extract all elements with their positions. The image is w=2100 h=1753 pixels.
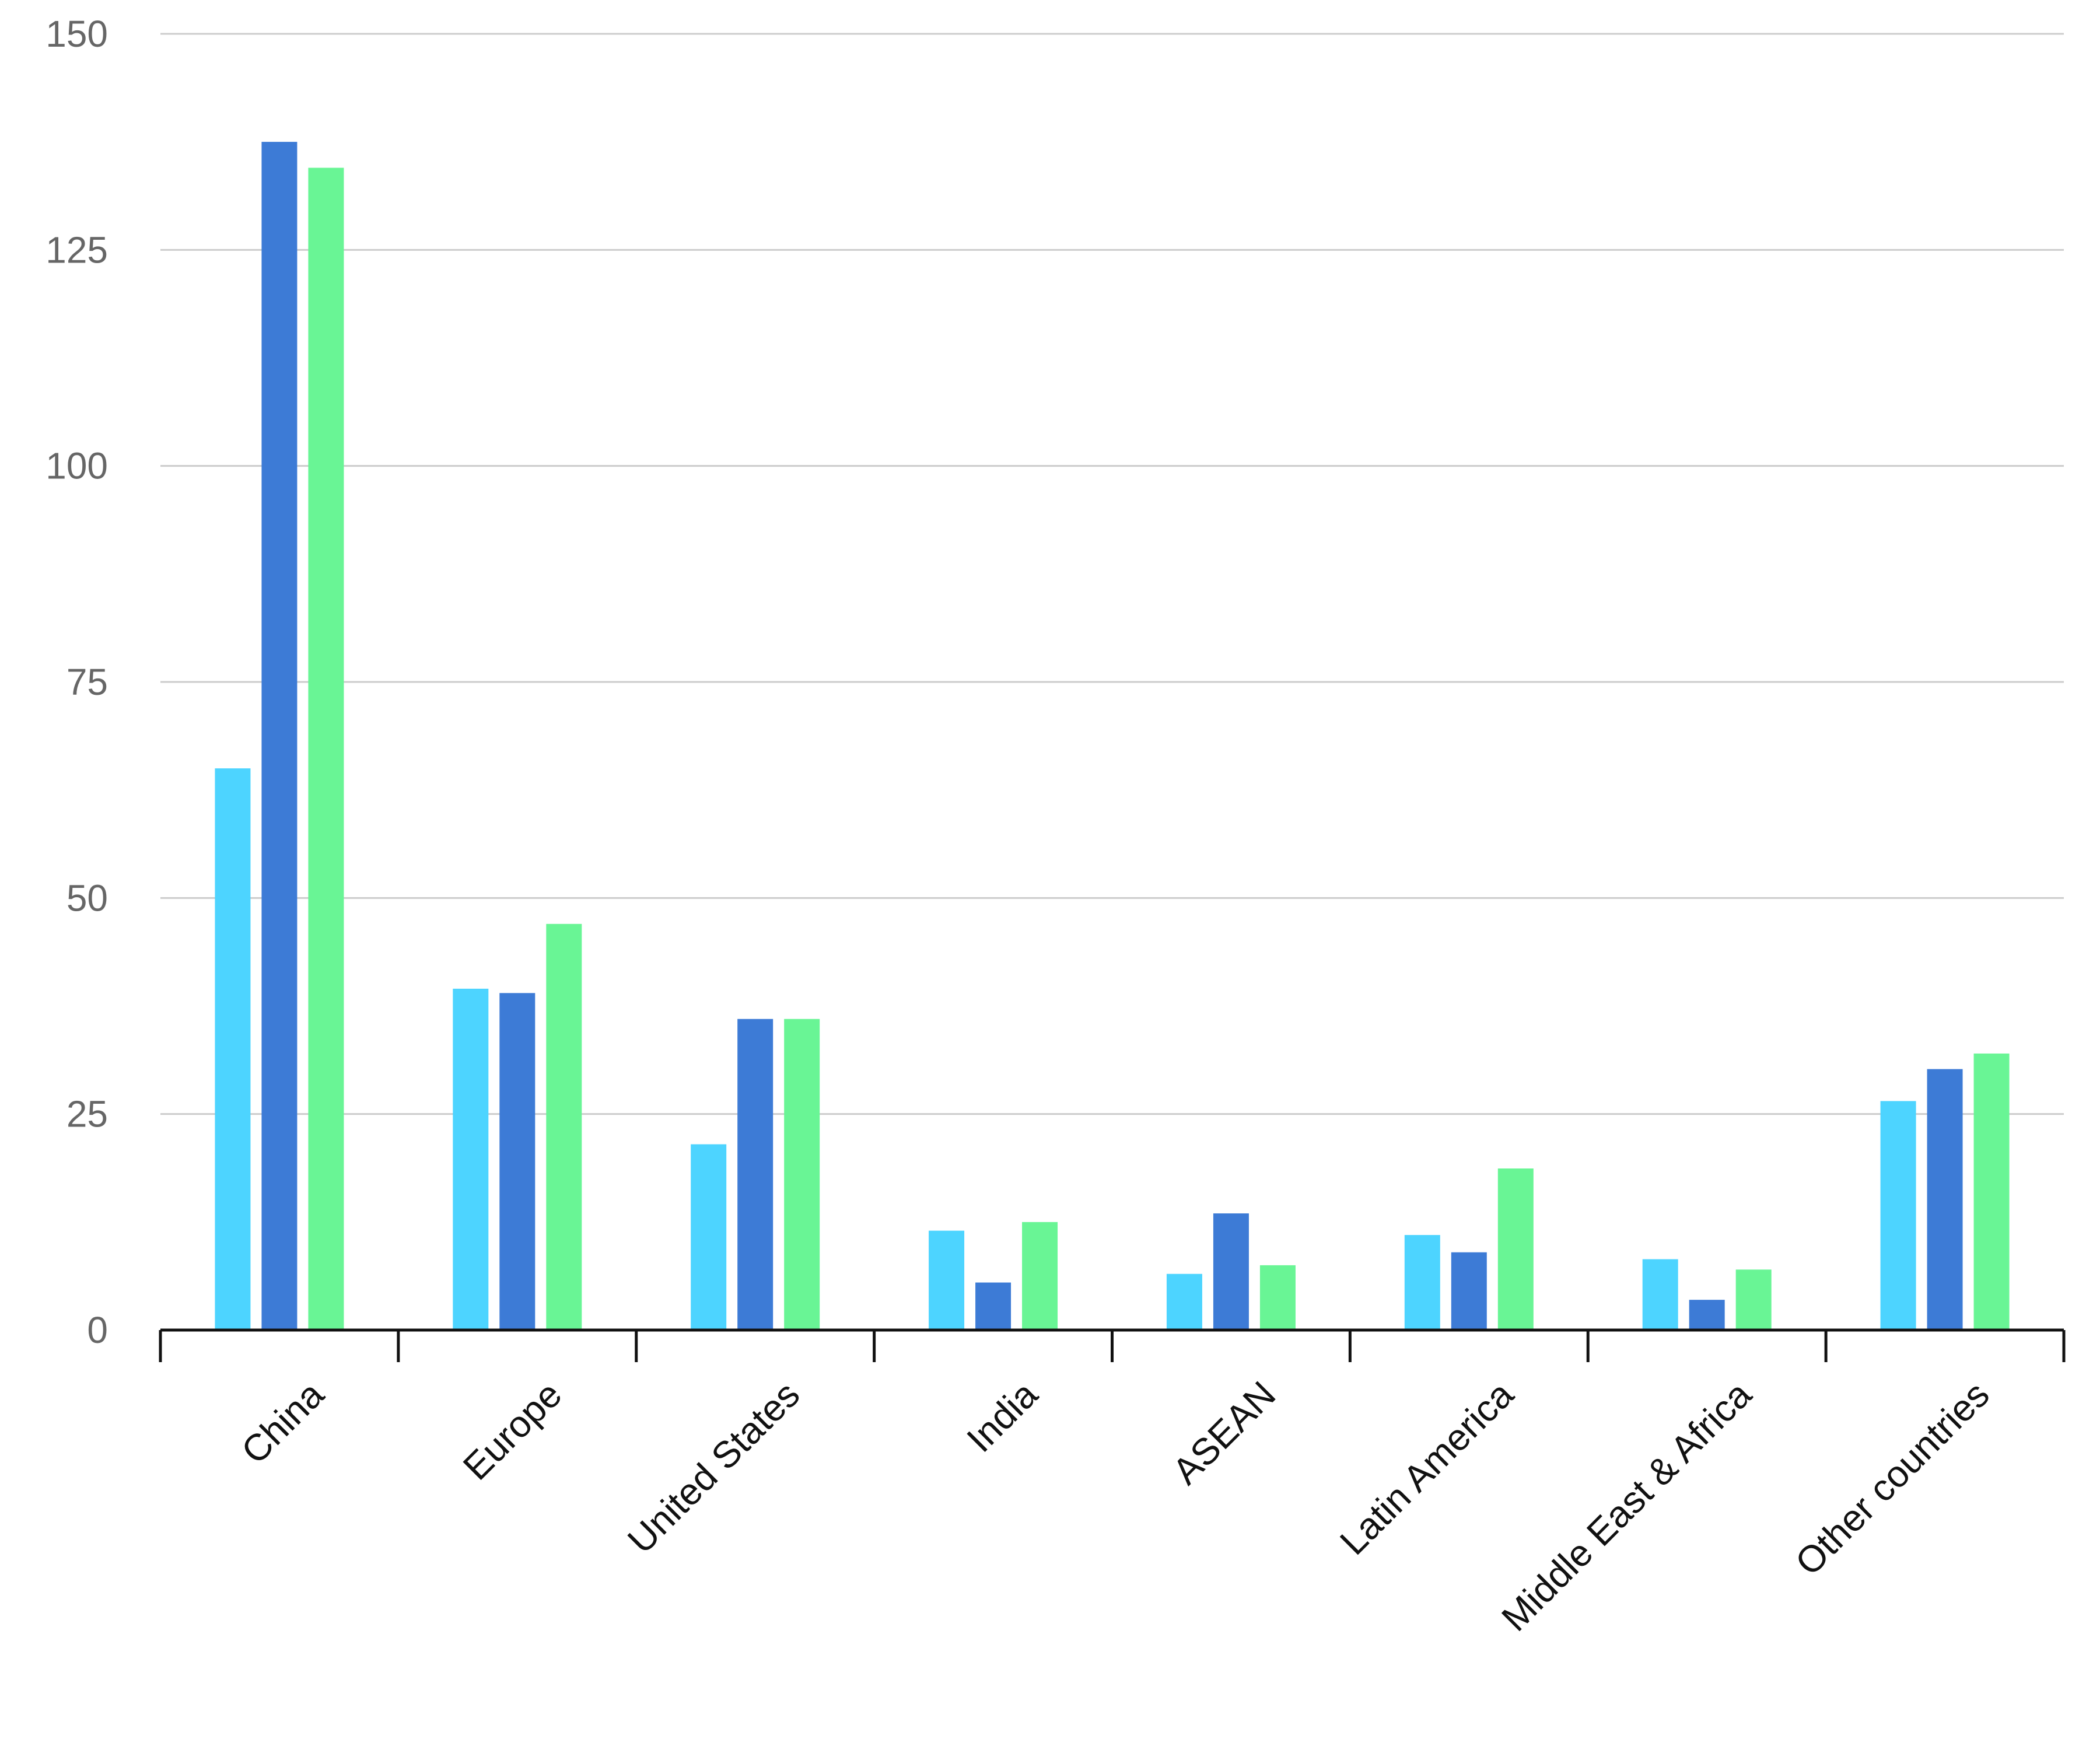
bar-latin-america-series-1 bbox=[1404, 1235, 1440, 1330]
y-tick-label: 100 bbox=[46, 445, 108, 487]
bar-india-series-2 bbox=[975, 1282, 1012, 1330]
bar-other-countries-series-1 bbox=[1880, 1101, 1916, 1330]
x-tick-label: United States bbox=[620, 1373, 808, 1562]
y-tick-label: 125 bbox=[46, 229, 108, 271]
y-tick-label: 150 bbox=[46, 13, 108, 55]
x-axis bbox=[159, 1328, 2066, 1362]
bar-other-countries-series-2 bbox=[1927, 1069, 1963, 1330]
bars bbox=[215, 142, 2010, 1331]
bar-other-countries-series-3 bbox=[1973, 1053, 2010, 1330]
bar-china-series-1 bbox=[215, 768, 251, 1330]
x-tick-label: Other countries bbox=[1787, 1373, 1997, 1583]
y-tick-label: 25 bbox=[66, 1093, 108, 1135]
bar-europe-series-1 bbox=[453, 988, 489, 1330]
bar-middle-east-africa-series-3 bbox=[1735, 1269, 1772, 1330]
bar-latin-america-series-2 bbox=[1451, 1252, 1487, 1330]
x-tick-label: China bbox=[233, 1373, 332, 1472]
bar-latin-america-series-3 bbox=[1497, 1168, 1534, 1330]
bar-china-series-3 bbox=[308, 167, 344, 1330]
y-tick-label: 50 bbox=[66, 877, 108, 919]
gridlines bbox=[160, 33, 2064, 1115]
bar-india-series-1 bbox=[929, 1230, 965, 1330]
bar-middle-east-africa-series-2 bbox=[1689, 1300, 1725, 1330]
bar-united-states-series-3 bbox=[784, 1019, 820, 1330]
bar-china-series-2 bbox=[261, 142, 298, 1331]
x-tick-label: ASEAN bbox=[1164, 1373, 1283, 1492]
y-tick-label: 75 bbox=[66, 661, 108, 703]
bar-europe-series-3 bbox=[546, 923, 582, 1330]
x-axis-tick-labels: China Europe United States India ASEAN Latin … bbox=[233, 1373, 1997, 1639]
bar-europe-series-2 bbox=[499, 993, 536, 1330]
bar-united-states-series-1 bbox=[691, 1144, 727, 1330]
y-axis-tick-labels: 0 25 50 75 100 125 150 bbox=[46, 13, 108, 1351]
x-tick-label: Europe bbox=[455, 1373, 570, 1488]
bar-asean-series-3 bbox=[1259, 1265, 1296, 1330]
bar-india-series-3 bbox=[1022, 1222, 1058, 1330]
bar-asean-series-1 bbox=[1166, 1273, 1202, 1330]
x-tick-label: India bbox=[958, 1373, 1045, 1460]
bar-united-states-series-2 bbox=[737, 1019, 774, 1330]
bar-middle-east-africa-series-1 bbox=[1642, 1259, 1678, 1330]
x-tick-label: Latin America bbox=[1332, 1373, 1521, 1563]
x-tick-label: Middle East & Africa bbox=[1493, 1373, 1759, 1639]
y-tick-label: 0 bbox=[87, 1309, 108, 1351]
bar-asean-series-2 bbox=[1213, 1213, 1249, 1330]
